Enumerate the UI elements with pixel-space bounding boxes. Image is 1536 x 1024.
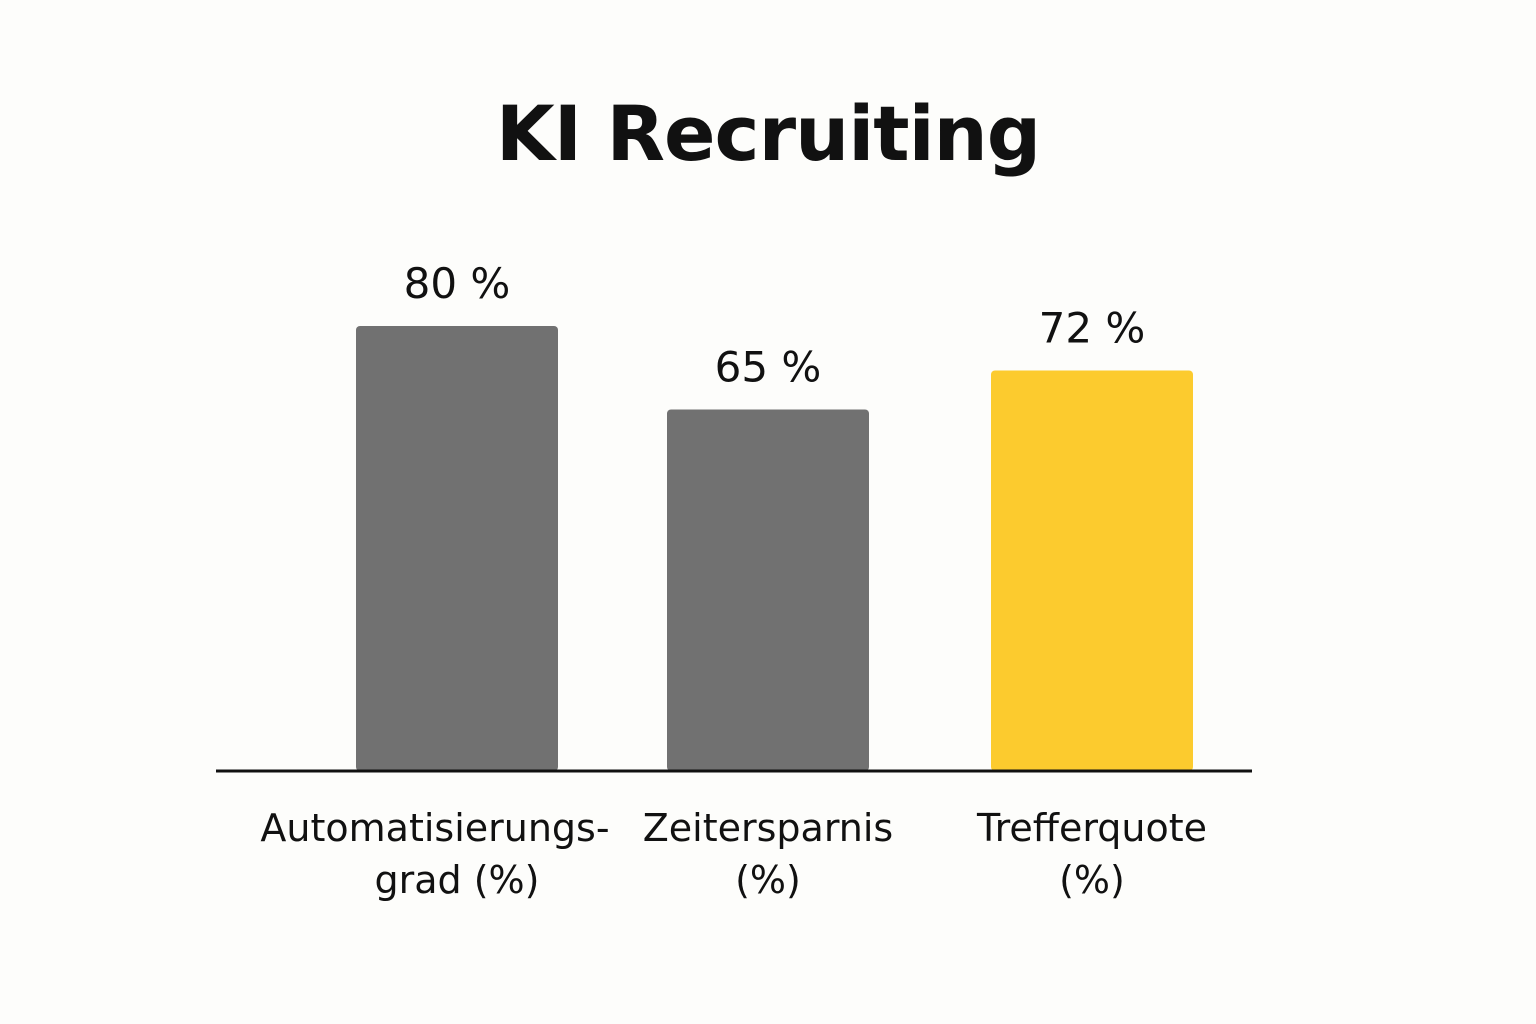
bar-2 (667, 409, 869, 771)
data-label-2: 65 % (715, 342, 822, 391)
category-label-2: Zeitersparnis (%) (643, 806, 893, 902)
chart-title: KI Recruiting (495, 89, 1041, 178)
data-label-3: 72 % (1039, 304, 1146, 353)
category-label-1: Automatisierungs-grad (%) (260, 806, 609, 902)
data-label-1: 80 % (404, 259, 511, 308)
category-label-3: Trefferquote (%) (976, 806, 1207, 902)
bar-3 (991, 370, 1193, 771)
bar-1 (356, 326, 558, 771)
